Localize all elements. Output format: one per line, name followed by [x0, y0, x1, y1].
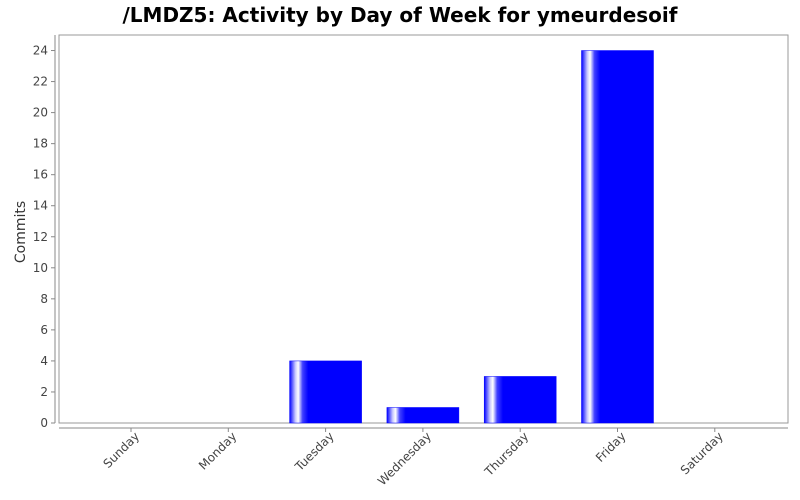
x-tick-label-thursday: Thursday — [481, 429, 531, 479]
y-tick-label: 22 — [33, 75, 48, 89]
y-tick-label: 8 — [40, 292, 48, 306]
x-tick-label-friday: Friday — [593, 429, 629, 465]
y-tick-label: 6 — [40, 323, 48, 337]
bars-group — [289, 50, 654, 424]
plot-frame — [58, 34, 789, 424]
x-tick-label-wednesday: Wednesday — [375, 429, 434, 488]
y-tick-label: 12 — [33, 230, 48, 244]
chart-title: /LMDZ5: Activity by Day of Week for ymeu… — [123, 3, 678, 27]
x-tick-label-saturday: Saturday — [678, 429, 726, 477]
x-tick-label-monday: Monday — [196, 429, 239, 472]
y-tick-label: 24 — [33, 44, 48, 58]
bar-wednesday — [386, 407, 460, 424]
y-tick-label: 20 — [33, 106, 48, 120]
plot-area — [58, 34, 789, 424]
y-axis-label: Commits — [13, 201, 29, 263]
bar-thursday — [483, 376, 557, 424]
y-tick-label: 10 — [33, 261, 48, 275]
y-tick-label: 0 — [40, 416, 48, 430]
y-tick-label: 14 — [33, 199, 48, 213]
y-tick-label: 18 — [33, 137, 48, 151]
x-tick-label-tuesday: Tuesday — [292, 429, 337, 474]
x-axis: Sunday Monday Tuesday Wednesday Thursday Frid… — [59, 427, 788, 488]
y-tick-label: 4 — [40, 354, 48, 368]
y-tick-label: 2 — [40, 385, 48, 399]
x-tick-label-sunday: Sunday — [100, 429, 142, 471]
bar-friday — [581, 50, 654, 424]
bar-tuesday — [289, 360, 362, 424]
y-tick-label: 16 — [33, 168, 48, 182]
